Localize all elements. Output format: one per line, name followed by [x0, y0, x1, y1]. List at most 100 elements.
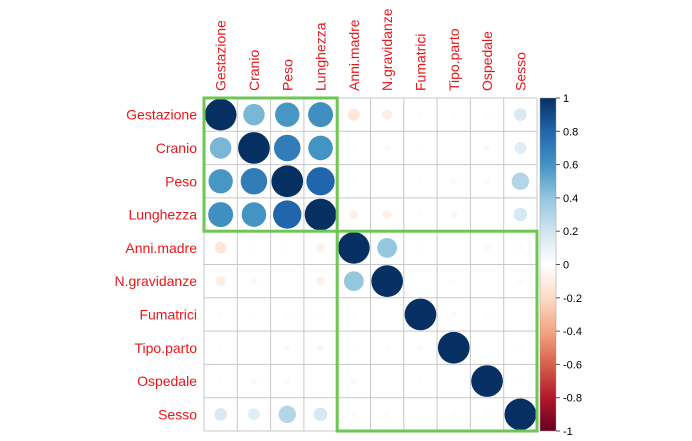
column-label-n-gravidanze: N.gravidanze: [379, 8, 395, 91]
corr-circle-anni-madre-cranio: [251, 245, 257, 251]
corr-circle-sesso-anni-madre: [351, 411, 357, 418]
corr-circle-sesso-gestazione: [214, 408, 227, 421]
corr-circle-tipo-parto-sesso: [518, 345, 523, 350]
corr-circle-tipo-parto-n-gravidanze: [384, 345, 390, 350]
corr-circle-anni-madre-peso: [285, 245, 290, 251]
corr-circle-lunghezza-peso: [273, 200, 302, 229]
corr-circle-fumatrici-n-gravidanze: [385, 312, 389, 317]
corr-circle-peso-tipo-parto: [450, 178, 457, 185]
corr-circle-sesso-ospedale: [484, 412, 490, 417]
corr-circle-anni-madre-lunghezza: [316, 243, 326, 253]
corr-circle-tipo-parto-ospedale: [485, 346, 489, 350]
corr-circle-anni-madre-anni-madre: [338, 232, 370, 264]
corr-circle-sesso-sesso: [504, 398, 537, 431]
colorbar-tick-label: -0.2: [563, 293, 582, 305]
row-label-n-gravidanze: N.gravidanze: [115, 273, 198, 289]
corr-circle-n-gravidanze-cranio: [250, 277, 258, 285]
corr-circle-anni-madre-tipo-parto: [452, 246, 456, 250]
corr-circle-gestazione-lunghezza: [308, 102, 334, 128]
row-label-lunghezza: Lunghezza: [128, 207, 197, 223]
corr-circle-peso-gestazione: [208, 169, 233, 194]
corr-circle-fumatrici-anni-madre: [351, 312, 357, 317]
corr-circle-peso-anni-madre: [351, 179, 357, 184]
corr-circle-lunghezza-tipo-parto: [450, 211, 458, 219]
corr-circle-fumatrici-cranio: [252, 312, 256, 317]
corr-circle-ospedale-tipo-parto: [452, 379, 456, 383]
colorbar-tick-label: -1: [563, 426, 573, 438]
colorbar: 1 0.8 0.6 0.4 0.2 0 -0.2 -0.4 -0.6 -0.8 -1: [539, 93, 582, 438]
column-label-peso: Peso: [279, 59, 295, 91]
corr-circle-n-gravidanze-tipo-parto: [451, 278, 456, 284]
corr-circle-fumatrici-lunghezza: [318, 312, 323, 317]
corr-circle-lunghezza-anni-madre: [349, 210, 359, 220]
corr-circle-cranio-gestazione: [209, 137, 232, 159]
corr-circle-lunghezza-fumatrici: [418, 212, 423, 217]
corr-circle-cranio-peso: [273, 134, 301, 162]
corr-circle-fumatrici-fumatrici: [404, 298, 437, 331]
corr-circle-tipo-parto-fumatrici: [417, 345, 424, 351]
row-label-fumatrici: Fumatrici: [139, 306, 197, 322]
corr-circle-gestazione-anni-madre: [347, 108, 360, 121]
corr-circle-tipo-parto-tipo-parto: [437, 331, 470, 364]
corr-circle-peso-peso: [271, 165, 304, 198]
corr-circle-gestazione-sesso: [514, 108, 527, 121]
cluster-box-1: [202, 96, 339, 233]
cluster-box-2: [335, 229, 539, 433]
corr-circle-sesso-lunghezza: [313, 407, 328, 422]
corr-circle-gestazione-gestazione: [204, 98, 237, 131]
correlation-circles: [204, 98, 537, 431]
corr-circle-n-gravidanze-gestazione: [215, 276, 226, 287]
corr-circle-gestazione-ospedale: [484, 112, 490, 117]
corr-circle-sesso-cranio: [248, 408, 260, 421]
column-label-fumatrici: Fumatrici: [412, 33, 428, 91]
corr-circle-cranio-sesso: [514, 142, 527, 154]
corr-circle-tipo-parto-anni-madre: [352, 346, 356, 350]
column-label-sesso: Sesso: [512, 52, 528, 91]
column-label-tipo-parto: Tipo.parto: [446, 28, 462, 91]
corr-circle-fumatrici-peso: [285, 312, 290, 317]
column-label-lunghezza: Lunghezza: [313, 22, 329, 91]
corr-circle-gestazione-peso: [275, 102, 300, 127]
corr-circle-fumatrici-tipo-parto: [451, 311, 457, 318]
corr-circle-ospedale-cranio: [250, 377, 258, 385]
corr-circle-cranio-n-gravidanze: [383, 144, 391, 152]
corr-circle-ospedale-gestazione: [218, 378, 223, 384]
colorbar-tick-label: -0.6: [563, 359, 582, 371]
corr-circle-cranio-anni-madre: [351, 145, 357, 151]
corr-circle-peso-cranio: [240, 167, 268, 195]
corr-circle-n-gravidanze-lunghezza: [316, 276, 326, 286]
column-label-anni-madre: Anni.madre: [346, 19, 362, 91]
colorbar-tick-label: -0.8: [563, 393, 582, 405]
corr-circle-n-gravidanze-sesso: [517, 278, 524, 284]
corr-circle-cranio-cranio: [238, 132, 270, 164]
corr-circle-tipo-parto-lunghezza: [317, 344, 325, 352]
corr-circle-gestazione-cranio: [243, 103, 265, 126]
column-label-ospedale: Ospedale: [479, 31, 495, 91]
colorbar-tick-label: 0: [563, 260, 569, 272]
row-label-sesso: Sesso: [158, 406, 197, 422]
corr-circle-ospedale-ospedale: [471, 365, 503, 397]
corr-circle-gestazione-n-gravidanze: [382, 109, 393, 120]
corr-circle-fumatrici-ospedale: [484, 312, 490, 317]
corr-circle-peso-lunghezza: [306, 167, 335, 196]
row-label-peso: Peso: [165, 173, 197, 189]
corr-circle-anni-madre-fumatrici: [418, 245, 423, 251]
colorbar-tick-label: 0.4: [563, 193, 578, 205]
row-labels: Gestazione Cranio Peso Lunghezza Anni.madre N…: [115, 107, 198, 423]
colorbar-tick-label: 0.2: [563, 226, 578, 238]
corr-circle-ospedale-peso: [284, 378, 290, 384]
corr-circle-anni-madre-gestazione: [214, 241, 227, 254]
corr-circle-n-gravidanze-n-gravidanze: [371, 265, 403, 297]
corr-circle-n-gravidanze-fumatrici: [418, 279, 423, 283]
corr-circle-peso-ospedale: [484, 178, 490, 184]
corr-circle-lunghezza-sesso: [513, 207, 528, 222]
colorbar-tick-label: -0.4: [563, 326, 582, 338]
row-label-cranio: Cranio: [156, 140, 197, 156]
column-labels: Gestazione Cranio Peso Lunghezza Anni.madre N…: [213, 8, 529, 91]
colorbar-gradient: [539, 97, 557, 432]
corr-circle-tipo-parto-gestazione: [218, 345, 223, 350]
corr-circle-lunghezza-n-gravidanze: [382, 210, 392, 220]
corr-circle-anni-madre-n-gravidanze: [377, 237, 398, 258]
corr-circle-cranio-lunghezza: [308, 135, 333, 161]
